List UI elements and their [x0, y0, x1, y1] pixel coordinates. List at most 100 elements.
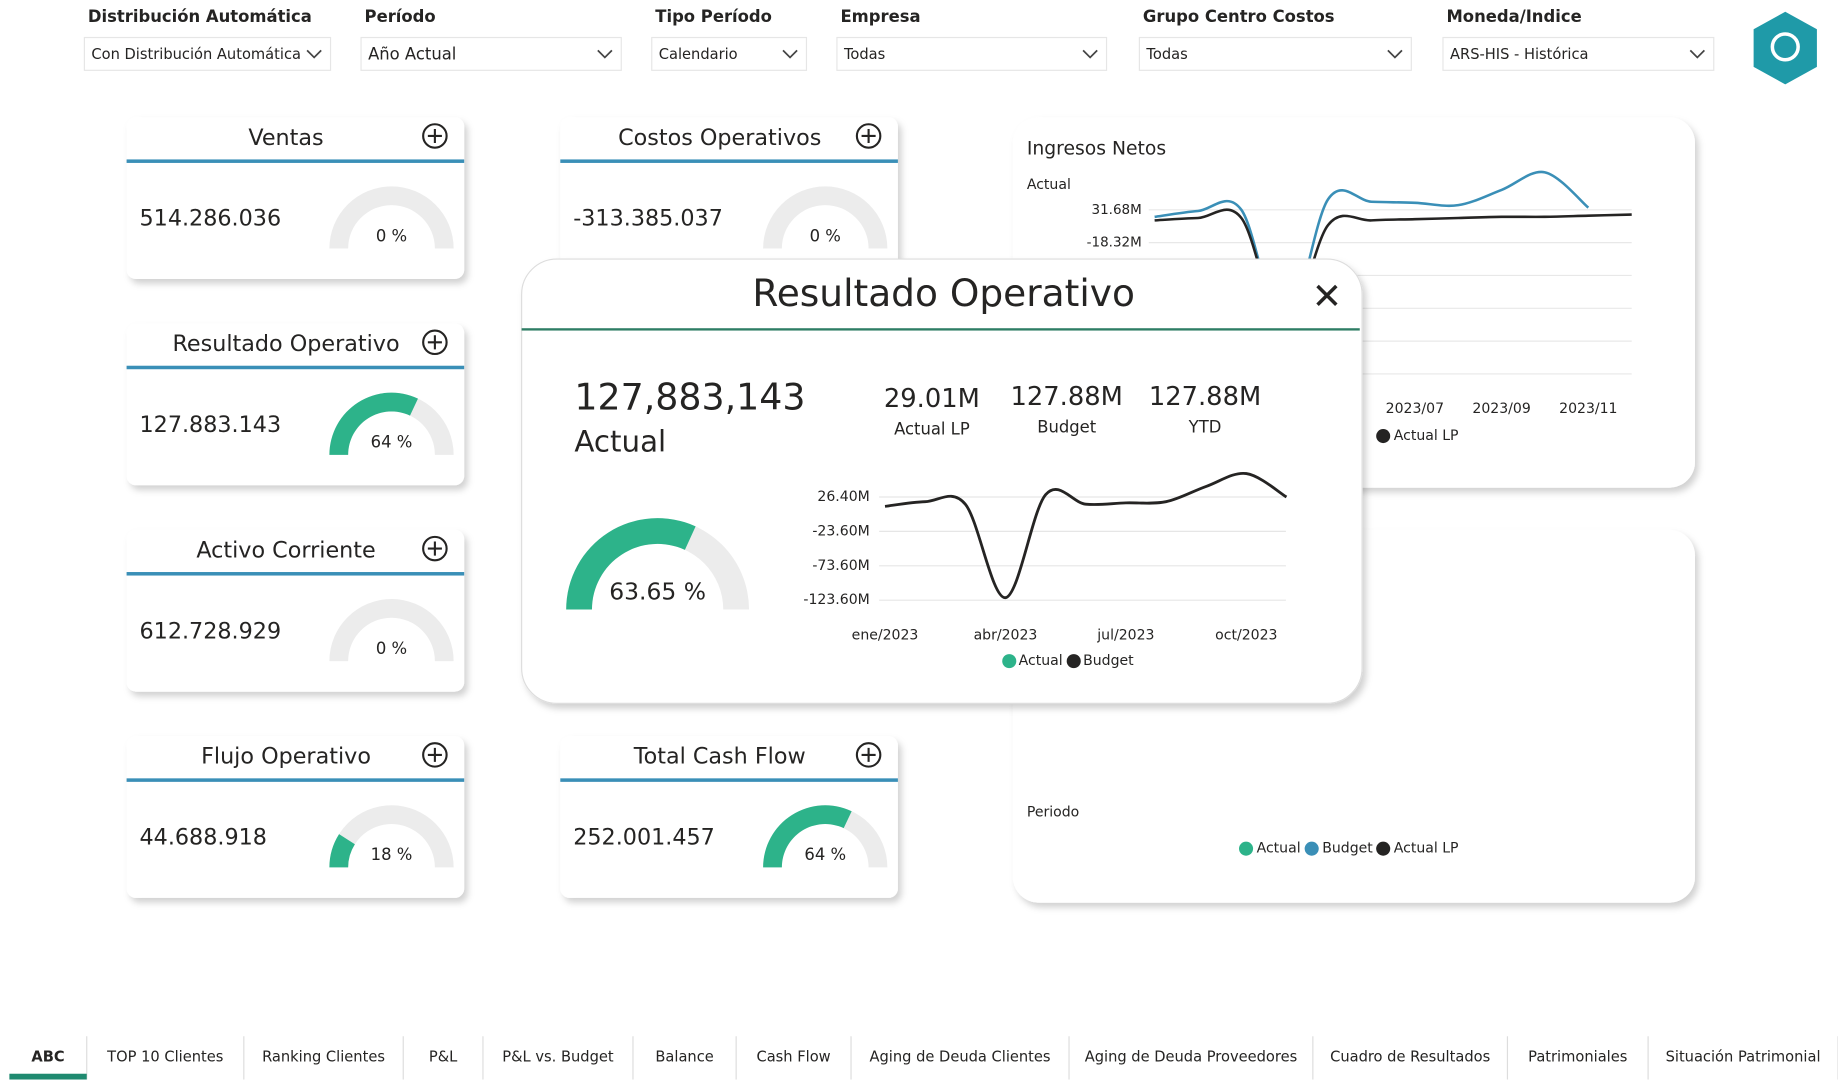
- chevron: [597, 49, 613, 59]
- kpi-label: Actual LP: [894, 420, 970, 439]
- gauge-fill: [763, 805, 852, 868]
- filter[interactable]: Grupo Centro Costos Todas: [1138, 7, 1412, 71]
- card-value: 612.728.929: [139, 618, 281, 644]
- tab[interactable]: Aging de Deuda Clientes: [870, 1036, 1070, 1080]
- dropdown-value: Calendario: [659, 46, 738, 63]
- tab[interactable]: Cuadro de Resultados: [1330, 1036, 1509, 1080]
- filter[interactable]: Moneda/Indice ARS-HIS - Histórica: [1442, 7, 1715, 71]
- legend-label: Actual: [1257, 841, 1301, 857]
- card-rule: [126, 778, 465, 782]
- card-value: 127.883.143: [139, 412, 281, 438]
- card-bg: [126, 529, 465, 692]
- series-line: [1154, 170, 1590, 331]
- y-tick-label: 26.40M: [817, 489, 869, 505]
- x-tick-label: 2023/07: [1386, 401, 1444, 417]
- dropdown-value: ARS-HIS - Histórica: [1450, 46, 1589, 63]
- chevron: [306, 49, 322, 59]
- card-bg: [126, 323, 465, 486]
- popup-title: Resultado Operativo: [752, 271, 1135, 315]
- filter[interactable]: Período Año Actual: [360, 7, 622, 71]
- tab-label: Patrimoniales: [1528, 1048, 1627, 1065]
- card-title: Total Cash Flow: [633, 744, 806, 770]
- tab[interactable]: P&L vs. Budget: [502, 1036, 634, 1080]
- close-button[interactable]: [1316, 284, 1338, 307]
- dropdown[interactable]: [836, 36, 1108, 71]
- card-bg: [126, 736, 465, 898]
- tab-label: P&L: [429, 1048, 458, 1065]
- filter[interactable]: Distribución Automática Con Distribución …: [83, 7, 332, 71]
- tab[interactable]: P&L: [429, 1036, 484, 1080]
- card-title: Costos Operativos: [618, 125, 821, 151]
- tab[interactable]: Aging de Deuda Proveedores: [1085, 1036, 1314, 1080]
- expand-button[interactable]: [422, 123, 448, 149]
- axis-title: Periodo: [1027, 804, 1079, 820]
- dropdown[interactable]: [360, 36, 622, 71]
- filter-label: Empresa: [840, 7, 920, 26]
- tab[interactable]: Ranking Clientes: [262, 1036, 404, 1080]
- gauge-label: 64 %: [804, 845, 846, 864]
- expand-button[interactable]: [422, 742, 448, 768]
- tab[interactable]: ABC: [9, 1036, 88, 1080]
- card-rule: [126, 159, 465, 163]
- dropdown-value: Todas: [1145, 46, 1187, 63]
- card-value: 252.001.457: [573, 825, 715, 851]
- dropdown[interactable]: [83, 36, 332, 71]
- filter-label: Período: [365, 7, 436, 26]
- dropdown-value: Año Actual: [368, 45, 456, 64]
- gauge-label: 63.65 %: [609, 578, 706, 606]
- legend-dot: [1066, 654, 1081, 669]
- tab-label: Aging de Deuda Clientes: [870, 1048, 1051, 1065]
- gauge-label: 0 %: [376, 639, 407, 658]
- legend-label: Budget: [1322, 841, 1373, 857]
- gauge-track: [329, 186, 454, 249]
- card-title: Activo Corriente: [196, 537, 375, 563]
- filter[interactable]: Tipo Período Calendario: [651, 7, 808, 71]
- tab[interactable]: Cash Flow: [756, 1036, 852, 1080]
- card-rule: [560, 778, 898, 782]
- tab-bar-bg: [0, 1033, 1838, 1080]
- filter-label: Moneda/Indice: [1446, 7, 1581, 26]
- legend-dot: [1239, 841, 1254, 856]
- tab[interactable]: Situación Patrimonial: [1666, 1036, 1838, 1080]
- y-tick-label: -123.60M: [803, 592, 869, 608]
- filter[interactable]: Empresa Todas: [836, 7, 1108, 71]
- axis-title: Actual: [1027, 177, 1071, 193]
- chevron: [1082, 49, 1098, 59]
- dropdown[interactable]: [1138, 36, 1412, 71]
- tab-label: Balance: [655, 1048, 713, 1065]
- x-tick-label: 2023/11: [1559, 401, 1617, 417]
- expand-button[interactable]: [855, 123, 882, 149]
- gauge-track: [329, 805, 454, 868]
- tab[interactable]: TOP 10 Clientes: [106, 1036, 245, 1080]
- dropdown[interactable]: [1442, 36, 1715, 71]
- filter-label: Tipo Período: [655, 7, 772, 26]
- gauge-label: 18 %: [371, 845, 413, 864]
- dropdown[interactable]: [651, 36, 808, 71]
- expand-button[interactable]: [855, 742, 882, 768]
- x-tick-label: 2023/09: [1472, 401, 1530, 417]
- kpi-card: Ventas 514.286.036 0 %: [126, 117, 465, 279]
- dropdown-value: Con Distribución Automática: [91, 46, 301, 63]
- series-line: [1154, 208, 1632, 331]
- card-title: Ventas: [248, 125, 323, 151]
- logo-lens: [1770, 32, 1800, 62]
- tab-label: Ranking Clientes: [262, 1048, 385, 1065]
- popup: Resultado Operativo 127,883,143 Actual 29.0…: [521, 258, 1363, 704]
- card-rule: [560, 159, 898, 163]
- expand-button[interactable]: [422, 535, 448, 562]
- y-tick-label: -23.60M: [812, 523, 869, 539]
- expand-plus: [427, 335, 442, 350]
- tab-active: [9, 1073, 87, 1080]
- tab-label: Situación Patrimonial: [1666, 1048, 1821, 1065]
- x-tick-label: ene/2023: [852, 627, 919, 643]
- tab-label: Cash Flow: [756, 1048, 830, 1065]
- expand-plus: [861, 747, 876, 762]
- expand-button[interactable]: [422, 329, 448, 356]
- tab[interactable]: Balance: [655, 1036, 737, 1080]
- series-line: [884, 472, 1288, 600]
- dropdown-value: Todas: [843, 46, 885, 63]
- x-tick-label: oct/2023: [1215, 627, 1277, 643]
- expand-plus: [427, 541, 442, 556]
- card-title: Resultado Operativo: [172, 331, 399, 357]
- tab[interactable]: Patrimoniales: [1528, 1036, 1649, 1080]
